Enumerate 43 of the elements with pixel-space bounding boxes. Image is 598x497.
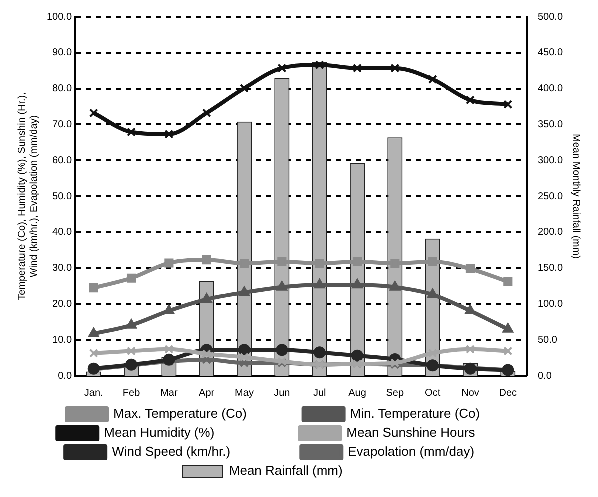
x-tick-label: Apr bbox=[199, 388, 216, 399]
x-tick-label: Jun bbox=[274, 388, 290, 399]
y-tick-label: 30.0 bbox=[52, 263, 72, 274]
x-tick-label: Aug bbox=[348, 388, 366, 399]
x-tick-label: Sep bbox=[386, 388, 404, 399]
legend-label: Mean Humidity (%) bbox=[104, 425, 294, 440]
y2-tick-label: 50.0 bbox=[538, 334, 558, 346]
y-tick-label: 70.0 bbox=[52, 119, 72, 130]
y2-axis-title: Mean Monthly Rainfall (mm) bbox=[570, 134, 582, 260]
legend-label: Max. Temperature (Co) bbox=[114, 406, 298, 422]
x-tick-label: Dec bbox=[499, 388, 518, 399]
y2-tick-label: 200.0 bbox=[538, 227, 564, 238]
y2-tick-label: 500.0 bbox=[538, 12, 564, 23]
y-tick-label: 90.0 bbox=[52, 48, 72, 59]
x-tick-label: May bbox=[235, 388, 254, 399]
y-tick-label: 50.0 bbox=[52, 191, 72, 202]
legend-label: Mean Sunshine Hours bbox=[346, 425, 540, 440]
y2-tick-label: 300.0 bbox=[538, 155, 564, 166]
x-tick-label: Jan. bbox=[84, 388, 104, 399]
legend-label: Evapolation (mm/day) bbox=[348, 444, 532, 460]
y-tick-label: 0.0 bbox=[58, 370, 72, 382]
y-axis-title: Temperature (Co), Humidity (%), Sunshin (Hr.), Wind (km/hr.), Evapolation (mm/day) bbox=[16, 92, 40, 300]
y-tick-label: 20.0 bbox=[52, 298, 72, 310]
x-tick-label: Nov bbox=[462, 388, 480, 399]
y2-tick-label: 100.0 bbox=[538, 298, 564, 310]
y-tick-label: 80.0 bbox=[52, 84, 72, 95]
y2-tick-label: 150.0 bbox=[538, 263, 564, 274]
y2-tick-label: 0.0 bbox=[538, 370, 552, 382]
y2-tick-label: 400.0 bbox=[538, 84, 564, 95]
legend-label: Wind Speed (km/hr.) bbox=[112, 444, 296, 460]
y-tick-label: 60.0 bbox=[52, 155, 72, 166]
x-tick-label: Oct bbox=[425, 388, 441, 399]
y-tick-label: 40.0 bbox=[52, 227, 72, 238]
x-tick-label: Mar bbox=[160, 388, 178, 399]
y2-tick-label: 250.0 bbox=[538, 191, 564, 202]
y2-tick-label: 450.0 bbox=[538, 48, 564, 59]
legend-label: Mean Rainfall (mm) bbox=[229, 463, 416, 478]
y-tick-label: 100.0 bbox=[46, 12, 72, 23]
y2-tick-label: 350.0 bbox=[538, 119, 564, 130]
x-tick-label: Jul bbox=[313, 388, 326, 399]
legend-label: Min. Temperature (Co) bbox=[350, 406, 531, 422]
x-tick-label: Feb bbox=[122, 388, 141, 399]
y-tick-label: 10.0 bbox=[52, 334, 72, 346]
